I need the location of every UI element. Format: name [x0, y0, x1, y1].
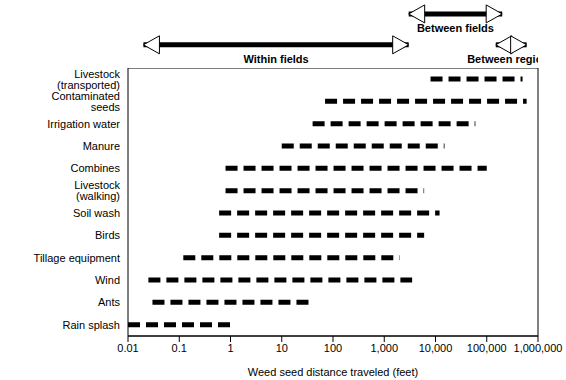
svg-text:Between fields: Between fields	[417, 22, 494, 34]
svg-text:Irrigation water: Irrigation water	[47, 118, 120, 130]
svg-text:Contaminatedseeds: Contaminatedseeds	[52, 90, 121, 113]
svg-text:1,000: 1,000	[370, 342, 398, 354]
svg-text:10,000: 10,000	[419, 342, 453, 354]
svg-text:Between regions: Between regions	[467, 53, 538, 65]
svg-text:Soil wash: Soil wash	[73, 207, 120, 219]
svg-text:0.1: 0.1	[172, 342, 187, 354]
svg-text:Combines: Combines	[70, 162, 120, 174]
svg-text:Birds: Birds	[95, 229, 121, 241]
svg-text:Wind: Wind	[95, 274, 120, 286]
svg-text:1: 1	[227, 342, 233, 354]
svg-text:100: 100	[324, 342, 342, 354]
svg-text:0.01: 0.01	[117, 342, 138, 354]
svg-text:Manure: Manure	[83, 140, 120, 152]
svg-text:Livestock(transported): Livestock(transported)	[57, 68, 120, 91]
svg-text:Ants: Ants	[98, 296, 121, 308]
svg-text:Weed seed distance traveled (f: Weed seed distance traveled (feet)	[248, 366, 418, 378]
svg-text:Tillage equipment: Tillage equipment	[34, 252, 120, 264]
svg-text:Within fields: Within fields	[243, 53, 308, 65]
svg-text:Rain splash: Rain splash	[63, 319, 120, 331]
svg-text:10: 10	[276, 342, 288, 354]
svg-text:1,000,000: 1,000,000	[514, 342, 558, 354]
svg-text:100,000: 100,000	[467, 342, 507, 354]
svg-text:Livestock(walking): Livestock(walking)	[74, 179, 120, 202]
